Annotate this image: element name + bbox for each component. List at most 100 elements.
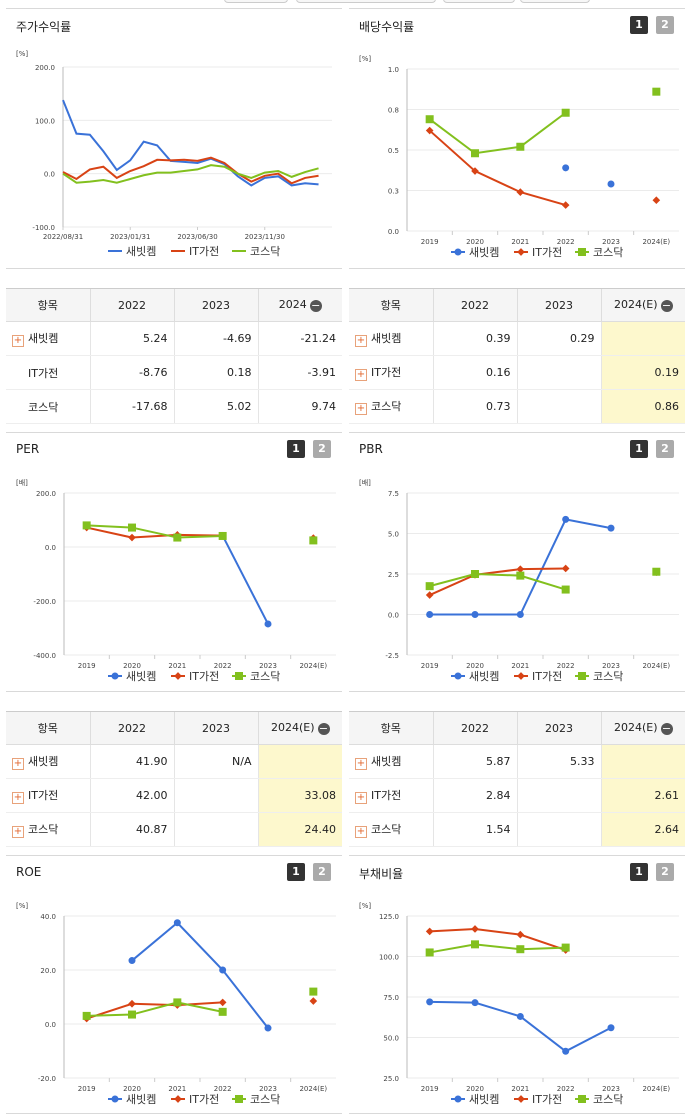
row-label-cell: + 새빗켐: [6, 321, 90, 356]
toggle-2-button[interactable]: 2: [656, 440, 674, 458]
row-label-cell: IT가전: [6, 355, 90, 390]
toggle-1-button[interactable]: 1: [287, 863, 305, 881]
series-line: [86, 526, 223, 539]
value-cell: 0.73: [432, 389, 517, 424]
legend-label: IT가전: [532, 246, 562, 259]
data-point: [471, 167, 479, 175]
value-cell: [600, 744, 685, 779]
table-header: 2022: [89, 711, 174, 745]
row-label: 새빗켐: [371, 755, 402, 768]
legend-label: IT가전: [189, 245, 219, 258]
data-point: [471, 925, 479, 933]
stock-return-panel: 주가수익률 [%] 200.0 100.0 0.0 -100.0 2022/08/31 20…: [6, 8, 342, 269]
y-tick-label: 5.0: [388, 531, 399, 539]
table-header: 2023: [173, 711, 258, 745]
toggle-2-button[interactable]: 2: [656, 863, 674, 881]
table-header: 2023: [516, 288, 601, 322]
toggle-1-button[interactable]: 1: [287, 440, 305, 458]
x-tick-label: 2024(E): [642, 238, 670, 246]
legend-marker: [111, 1095, 119, 1103]
x-tick-label: 2023: [259, 662, 277, 670]
series-line: [131, 921, 269, 1029]
table-row: + 새빗켐 41.90 N/A: [6, 744, 342, 779]
data-point: [471, 570, 479, 578]
legend-label: IT가전: [532, 1093, 562, 1106]
collapse-minus-icon[interactable]: −: [660, 299, 673, 312]
legend-label: 새빗켐: [126, 245, 156, 258]
data-point: [652, 87, 661, 96]
value-cell: [600, 321, 685, 356]
toggle-2-button[interactable]: 2: [656, 16, 674, 34]
toggle-1-button[interactable]: 1: [630, 440, 648, 458]
expand-plus-icon[interactable]: +: [12, 826, 24, 838]
value-cell: 2.84: [432, 778, 517, 813]
collapse-minus-icon[interactable]: −: [317, 722, 330, 735]
data-point: [219, 966, 227, 974]
legend-label: IT가전: [532, 670, 562, 683]
toggle-2-button[interactable]: 2: [313, 440, 331, 458]
per-panel: PER 1 2 [배] 200.0 0.0 -200.0 -400.0 2019 2020 2…: [6, 432, 342, 692]
expand-plus-icon[interactable]: +: [355, 335, 367, 347]
table-row: + IT가전 0.16 0.19: [349, 355, 685, 390]
y-tick-label: 1.0: [388, 66, 399, 74]
collapse-minus-icon[interactable]: −: [309, 299, 322, 312]
value-cell: 40.87: [89, 812, 174, 847]
x-tick-label: 2019: [421, 662, 439, 670]
value-cell: 2.64: [600, 812, 685, 847]
y-tick-label: 200.0: [36, 490, 56, 498]
legend-label: 새빗켐: [469, 1093, 499, 1106]
data-point: [516, 611, 524, 618]
axis-unit: [%]: [359, 902, 371, 910]
data-point: [607, 524, 615, 532]
x-tick-label: 2024(E): [642, 662, 670, 670]
header-label: 2024: [278, 298, 307, 311]
y-tick-label: 50.0: [383, 1035, 399, 1043]
table-row: + 코스닥 0.73 0.86: [349, 389, 685, 424]
data-point: [562, 1047, 570, 1055]
expand-plus-icon[interactable]: +: [12, 758, 24, 770]
series-line: [86, 1001, 223, 1020]
value-cell: 0.18: [173, 355, 258, 390]
data-point: [652, 196, 661, 205]
legend-marker: [454, 1095, 462, 1103]
value-cell: 9.74: [257, 389, 342, 424]
table-row: + IT가전 2.84 2.61: [349, 778, 685, 813]
expand-plus-icon[interactable]: +: [12, 792, 24, 804]
row-label-cell: + IT가전: [349, 778, 433, 813]
y-tick-label: -2.5: [385, 652, 399, 660]
collapse-minus-icon[interactable]: −: [660, 722, 673, 735]
value-cell: -3.91: [257, 355, 342, 390]
table-row: + IT가전 42.00 33.08: [6, 778, 342, 813]
expand-plus-icon[interactable]: +: [355, 826, 367, 838]
toggle-2-button[interactable]: 2: [313, 863, 331, 881]
x-tick-label: 2023/01/31: [110, 233, 150, 241]
series-line: [62, 164, 319, 184]
x-tick-label: 2020: [466, 238, 484, 246]
expand-plus-icon[interactable]: +: [355, 369, 367, 381]
series-line: [86, 524, 223, 539]
table-header: 2022: [432, 711, 517, 745]
series-line: [429, 943, 566, 954]
row-label: IT가전: [371, 789, 402, 802]
legend-marker: [174, 1095, 182, 1103]
expand-plus-icon[interactable]: +: [12, 335, 24, 347]
expand-plus-icon[interactable]: +: [355, 758, 367, 770]
legend-label: 새빗켐: [469, 246, 499, 259]
data-point: [173, 533, 182, 542]
table-row: + 새빗켐 5.87 5.33: [349, 744, 685, 779]
value-cell: 41.90: [89, 744, 174, 779]
data-point: [218, 1007, 227, 1016]
x-tick-label: 2020: [466, 1085, 484, 1093]
data-point: [128, 523, 136, 532]
value-cell: 0.39: [432, 321, 517, 356]
expand-plus-icon[interactable]: +: [355, 792, 367, 804]
expand-plus-icon[interactable]: +: [355, 403, 367, 415]
dividend-chart: [%] 1.0 0.8 0.5 0.3 0.0 2019 2020 2021 2022 2023 20…: [359, 55, 679, 259]
data-point: [561, 108, 570, 117]
toggle-1-button[interactable]: 1: [630, 863, 648, 881]
toggle-1-button[interactable]: 1: [630, 16, 648, 34]
value-cell: 2.61: [600, 778, 685, 813]
table-header: 항목: [6, 288, 90, 322]
legend-marker: [578, 1095, 586, 1103]
